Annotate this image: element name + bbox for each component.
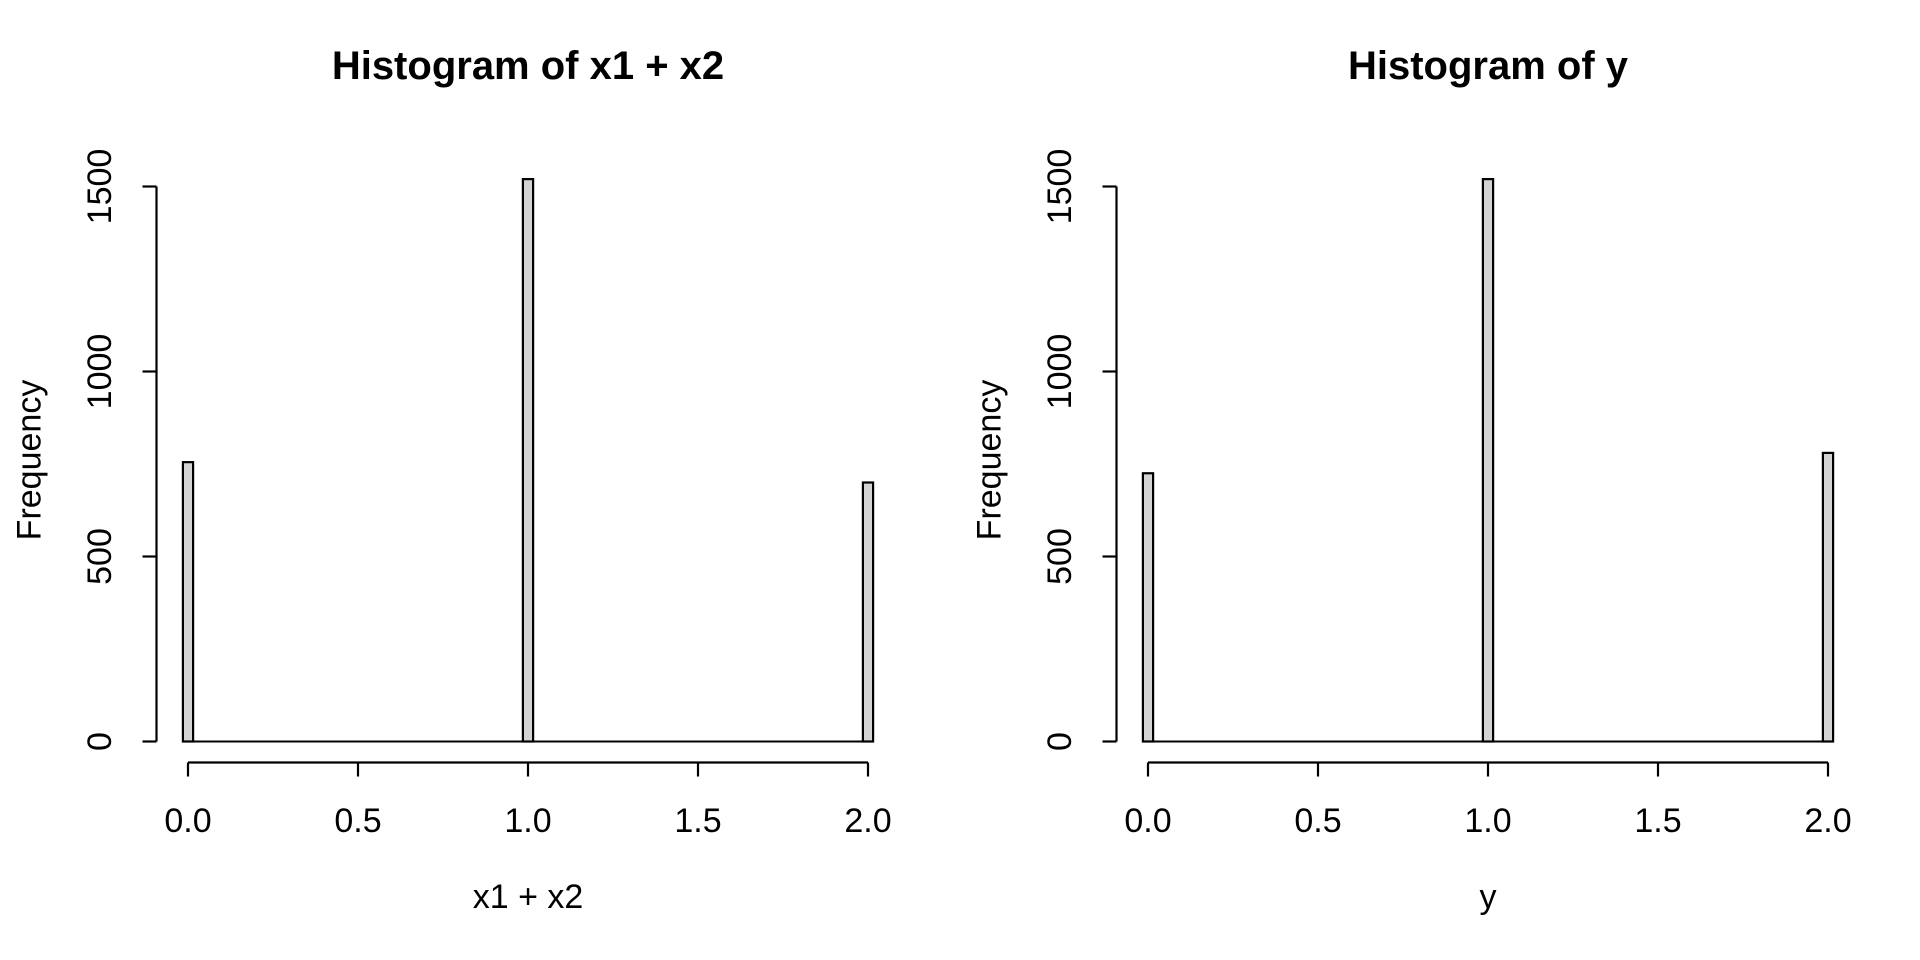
x-axis-title: x1 + x2 xyxy=(472,878,584,916)
y-tick-label: 500 xyxy=(1041,528,1079,585)
x-tick-label: 0.0 xyxy=(1124,802,1171,840)
y-tick-label: 1500 xyxy=(81,149,119,225)
histogram-bar xyxy=(1481,178,1495,743)
histogram-bar xyxy=(1821,451,1835,743)
y-tick-label: 500 xyxy=(81,528,119,585)
x-tick-label: 0.5 xyxy=(334,802,381,840)
y-axis-title: Frequency xyxy=(970,379,1009,541)
left-histogram-panel: 0 500 1000 1500 0.0 0.5 1.0 1.5 2.0 Histogram of… xyxy=(10,44,892,916)
y-axis-title: Frequency xyxy=(10,379,49,541)
x-tick-label: 0.0 xyxy=(164,802,211,840)
y-tick-label: 1000 xyxy=(1041,334,1079,410)
y-tick-label: 1500 xyxy=(1041,149,1079,225)
histogram-bar xyxy=(181,461,195,743)
x-axis-title: y xyxy=(1479,878,1497,916)
x-tick-label: 1.5 xyxy=(1634,802,1681,840)
x-tick-label: 1.5 xyxy=(674,802,721,840)
y-tick-label: 1000 xyxy=(81,334,119,410)
histogram-bar xyxy=(1141,472,1155,743)
chart-title: Histogram of x1 + x2 xyxy=(331,44,725,88)
x-tick-label: 2.0 xyxy=(1804,802,1851,840)
y-tick-label: 0 xyxy=(1041,732,1079,751)
histogram-bar xyxy=(521,178,535,743)
x-tick-label: 1.0 xyxy=(1464,802,1511,840)
chart-title: Histogram of y xyxy=(1347,44,1629,88)
x-tick-label: 2.0 xyxy=(844,802,891,840)
y-tick-label: 0 xyxy=(81,732,119,751)
x-tick-label: 0.5 xyxy=(1294,802,1341,840)
right-histogram-plot: 0 500 1000 1500 0.0 0.5 1.0 1.5 2.0 xyxy=(1041,149,1852,840)
left-histogram-plot: 0 500 1000 1500 0.0 0.5 1.0 1.5 2.0 xyxy=(81,149,892,840)
x-tick-label: 1.0 xyxy=(504,802,551,840)
right-histogram-panel: 0 500 1000 1500 0.0 0.5 1.0 1.5 2.0 Histogram of… xyxy=(960,0,1920,960)
histogram-bar xyxy=(861,481,875,743)
